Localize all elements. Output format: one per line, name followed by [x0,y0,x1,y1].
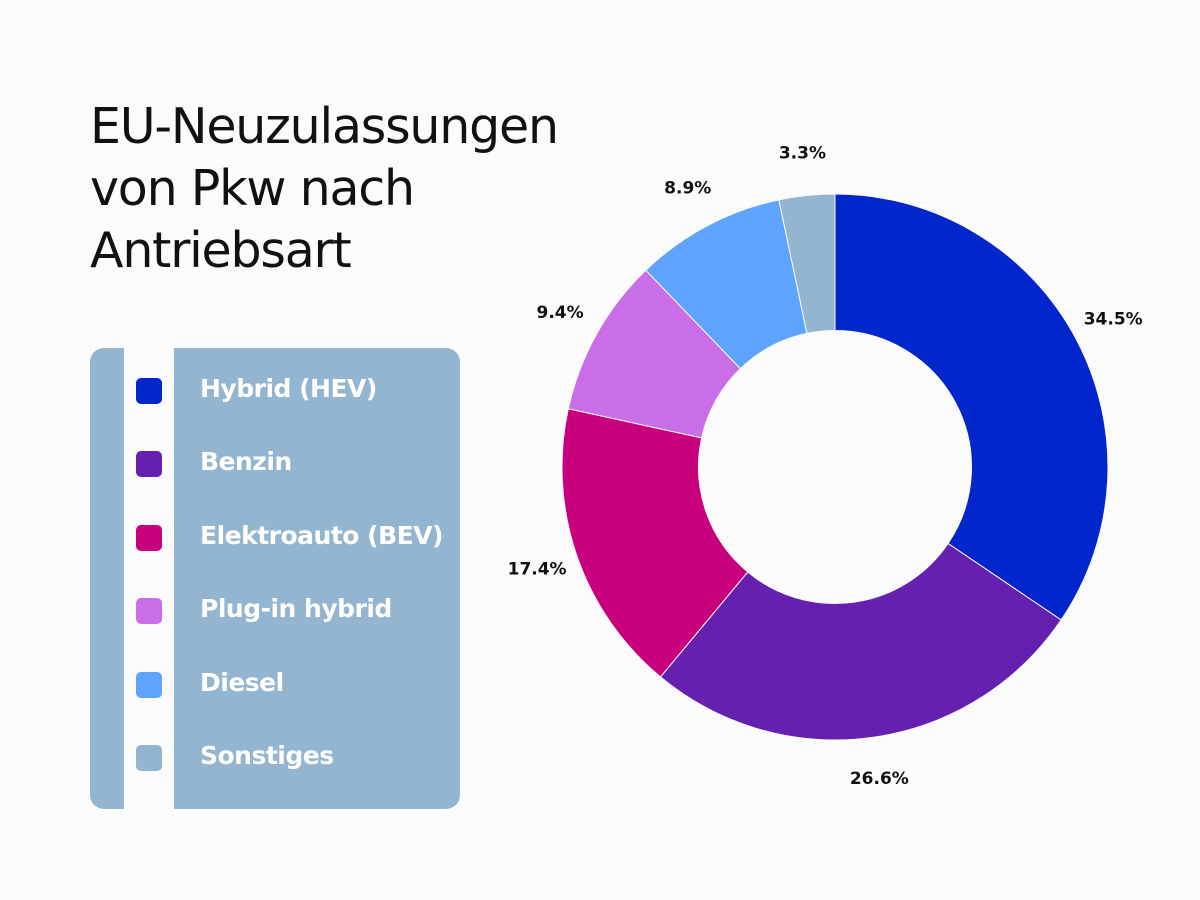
chart-title-line-1: EU-Neuzulassungen [90,98,559,155]
slice-value-label-benzin: 26.6% [850,769,909,789]
legend-label: Elektroauto (BEV) [200,521,444,550]
legend-swatch [136,451,162,477]
slice-value-label-sonstiges: 3.3% [779,144,826,164]
legend-label: Plug-in hybrid [200,594,392,623]
legend-swatch [136,672,162,698]
legend-item-plug-in-hybrid: Plug-in hybrid [90,568,460,624]
chart-title-line-2: von Pkw nach [90,160,415,217]
legend-label: Hybrid (HEV) [200,374,377,403]
legend-swatch [136,745,162,771]
legend-swatch [136,378,162,404]
legend-item-sonstiges: Sonstiges [90,715,460,771]
donut-slice-sonstiges [778,193,836,335]
chart-title-line-3: Antriebsart [90,222,352,279]
chart-title: EU-Neuzulassungen von Pkw nach Antriebsa… [90,96,650,282]
donut-slice-elektroauto-bev [561,408,749,678]
legend-item-hybrid-hev: Hybrid (HEV) [90,348,460,404]
slice-value-label-elektroauto-bev: 17.4% [508,559,567,579]
legend-swatch [136,525,162,551]
legend-label: Benzin [200,447,292,476]
slice-value-label-plug-in-hybrid: 9.4% [537,303,584,323]
legend-label: Sonstiges [200,741,334,770]
donut-slice-hybrid-hev [834,193,1109,621]
slice-value-label-hybrid-hev: 34.5% [1084,309,1143,329]
legend-item-elektroauto-bev: Elektroauto (BEV) [90,495,460,551]
legend-item-benzin: Benzin [90,421,460,477]
legend-item-diesel: Diesel [90,642,460,698]
legend-label: Diesel [200,668,284,697]
legend-divider-strip [124,348,174,809]
slice-value-label-diesel: 8.9% [664,179,711,199]
legend-swatch [136,598,162,624]
donut-slice-benzin [659,542,1062,741]
legend: Hybrid (HEV) Benzin Elektroauto (BEV) Pl… [90,348,460,809]
